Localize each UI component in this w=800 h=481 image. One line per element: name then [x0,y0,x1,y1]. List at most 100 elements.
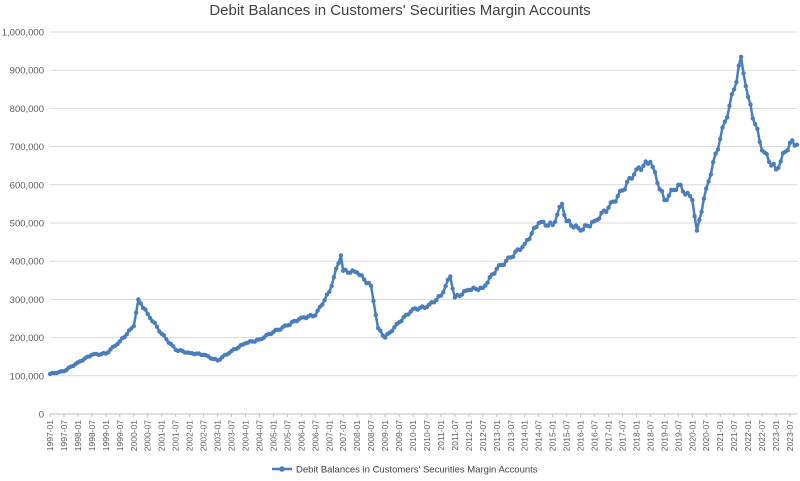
data-point [704,186,709,191]
x-tick-label: 2020-01 [687,420,697,451]
x-tick-label: 2011-01 [436,420,446,451]
x-tick-label: 2005-01 [268,420,278,451]
x-tick-label: 2009-07 [394,420,404,451]
data-point [382,335,388,340]
data-point [711,159,716,165]
data-point [485,280,490,285]
data-point [690,197,695,203]
data-point [750,116,755,121]
data-point [650,164,655,170]
data-point [699,209,704,214]
data-point [445,277,451,282]
data-point [755,126,760,131]
y-tick-label: 700,000 [10,142,44,153]
x-tick-label: 2005-07 [282,420,292,451]
data-point [392,325,397,330]
x-tick-label: 2000-07 [143,420,153,451]
data-point [757,139,762,145]
data-point [648,159,653,165]
data-point [566,218,572,223]
data-point [652,169,658,175]
data-point [745,94,751,100]
data-point [722,119,728,124]
data-point [527,236,532,242]
data-point [522,241,527,247]
data-point [441,290,446,295]
data-point [764,151,769,157]
data-point [659,189,665,194]
x-tick-label: 2007-01 [324,420,334,451]
data-point [550,222,555,228]
data-point [171,344,176,349]
x-tick-label: 2021-01 [715,420,725,451]
x-tick-label: 2022-01 [743,420,753,451]
x-tick-label: 2018-07 [645,420,655,451]
data-point [145,311,150,317]
data-point [694,228,700,233]
data-point [492,271,497,276]
x-tick-label: 2006-07 [310,420,320,451]
x-tick-label: 2022-07 [757,420,767,451]
x-tick-label: 2019-01 [659,420,669,451]
series-layer [47,54,800,377]
data-point [725,115,730,120]
x-tick-label: 2014-01 [520,420,530,451]
data-point [143,307,148,312]
x-tick-label: 2015-07 [562,420,572,451]
x-tick-label: 1997-01 [45,420,55,451]
x-tick-label: 2015-01 [548,420,558,451]
data-point [790,138,795,143]
data-point [147,315,153,321]
data-point [785,148,790,153]
x-tick-label: 2016-07 [590,420,600,451]
y-tick-label: 0 [39,410,44,421]
data-point [315,308,320,313]
data-point [708,172,714,177]
x-tick-label: 2017-07 [617,420,627,451]
legend-label: Debit Balances in Customers' Securities … [296,465,538,476]
data-point [680,189,686,194]
x-tick-label: 2001-01 [157,420,167,451]
x-tick-label: 2013-01 [492,420,502,451]
data-point [494,266,499,271]
data-point [685,190,690,196]
data-point [715,147,721,152]
data-point [327,289,332,294]
x-tick-label: 2008-01 [352,420,362,451]
data-point [706,179,711,184]
data-point [438,293,444,298]
x-tick-label: 2004-07 [254,420,264,451]
data-point [368,283,374,289]
x-tick-label: 2010-01 [408,420,418,451]
data-point [343,267,348,272]
data-point [336,261,341,266]
data-point [161,333,167,338]
y-tick-label: 1,000,000 [2,28,44,39]
data-point [604,209,609,215]
x-tick-label: 2009-01 [380,420,390,451]
x-tick-label: 2011-07 [450,420,460,451]
data-point [771,161,776,166]
data-point [720,125,725,130]
x-tick-label: 2018-01 [631,420,641,451]
data-point [701,196,707,201]
data-point [443,283,448,289]
data-point [664,197,669,203]
chart-title: Debit Balances in Customers' Securities … [209,2,591,19]
data-point [673,187,679,193]
data-point [124,332,129,337]
data-point [545,223,551,228]
x-tick-label: 2003-07 [227,420,237,451]
data-point [322,298,327,303]
data-point [131,323,136,329]
x-tick-label: 2023-07 [785,420,795,451]
x-tick-label: 2016-01 [576,420,586,451]
data-point [320,302,325,307]
data-point [606,205,611,210]
data-point [692,214,697,219]
data-point [534,224,539,230]
data-point [687,193,693,199]
series-line [49,55,798,376]
x-tick-label: 2021-07 [729,420,739,451]
